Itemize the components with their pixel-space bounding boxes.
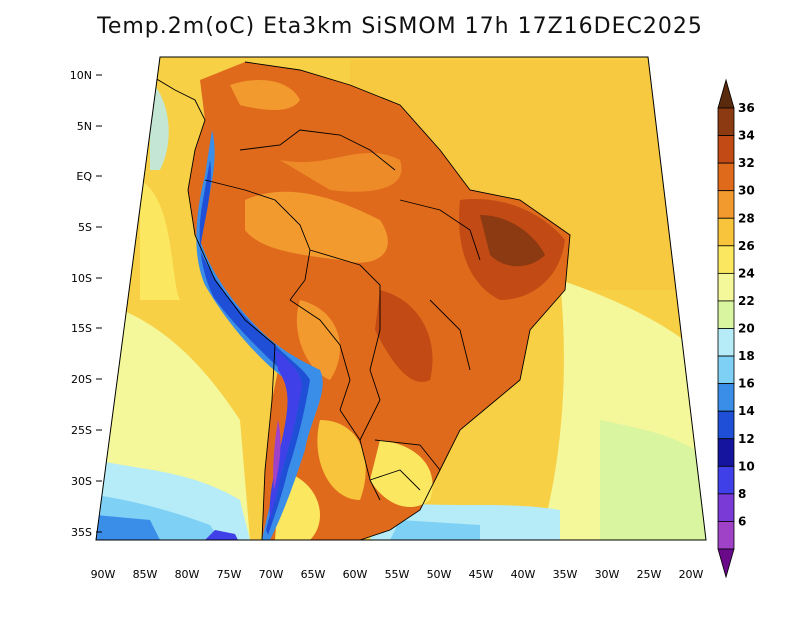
colorbar-label: 12 [738,432,755,446]
lat-tick-label: 30S [71,475,92,488]
colorbar-swatch [717,107,735,136]
colorbar-top-arrow [717,78,735,109]
colorbar-bottom-arrow [717,548,735,579]
colorbar-label: 16 [738,377,755,391]
colorbar-label: 8 [738,487,746,501]
colorbar [717,78,735,579]
colorbar-swatch [717,300,735,329]
colorbar-swatch [717,383,735,412]
lon-tick-label: 65W [301,568,326,581]
colorbar-swatch [717,465,735,495]
colorbar-label: 28 [738,211,755,225]
lat-tick-label: 20S [71,373,92,386]
lon-tick-label: 60W [343,568,368,581]
lon-tick-label: 25W [637,568,662,581]
lon-tick-label: 20W [679,568,704,581]
lat-tick-label: 5S [78,221,92,234]
lon-tick-label: 90W [91,568,116,581]
colorbar-label: 10 [738,459,755,473]
lat-tick-label: 10N [70,69,92,82]
lon-tick-label: 45W [469,568,494,581]
latitude-axis: 10N 5N EQ 5S 10S 15S 20S 25S 30S 35S [70,69,93,539]
lon-tick-label: 40W [511,568,536,581]
borders [134,57,571,540]
colorbar-label: 14 [738,404,755,418]
lat-tick-label: 35S [71,526,92,539]
colorbar-label: 22 [738,294,755,308]
lon-tick-label: 55W [385,568,410,581]
colorbar-label: 32 [738,156,755,170]
colorbar-label: 30 [738,184,755,198]
colorbar-swatch [717,521,735,550]
lat-tick-label: 10S [71,272,92,285]
colorbar-label: 36 [738,101,755,115]
lat-tick-label: EQ [76,170,92,183]
longitude-axis: 90W 85W 80W 75W 70W 65W 60W 55W 50W 45W … [91,568,704,581]
colorbar-swatch [717,328,735,357]
colorbar-swatch [717,162,735,192]
lat-tick-label: 5N [77,120,92,133]
colorbar-swatch [717,410,735,440]
colorbar-swatch [717,438,735,467]
lat-tick-label: 15S [71,322,92,335]
colorbar-label: 18 [738,349,755,363]
colorbar-label: 24 [738,266,755,280]
lat-tick-label: 25S [71,424,92,437]
colorbar-swatch [717,135,735,164]
colorbar-label: 20 [738,322,755,336]
colorbar-swatch [717,245,735,274]
lon-tick-label: 30W [595,568,620,581]
lon-tick-label: 70W [259,568,284,581]
colorbar-swatch [717,272,735,302]
colorbar-swatch [717,217,735,247]
lon-tick-label: 50W [427,568,452,581]
lon-tick-label: 35W [553,568,578,581]
colorbar-swatch [717,190,735,219]
tick-marks [96,74,102,533]
colorbar-swatch [717,355,735,385]
colorbar-labels: 36 34 32 30 28 26 24 22 20 18 16 14 12 10 8 6 [738,101,755,528]
map-frame [95,56,707,541]
lon-tick-label: 75W [217,568,242,581]
lon-tick-label: 85W [133,568,158,581]
temperature-field [96,57,706,540]
colorbar-swatch [717,493,735,522]
colorbar-label: 6 [738,514,746,528]
map-title: Temp.2m(oC) Eta3km SiSMOM 17h 17Z16DEC20… [97,14,703,39]
colorbar-label: 26 [738,239,755,253]
colorbar-label: 34 [738,129,755,143]
lon-tick-label: 80W [175,568,200,581]
